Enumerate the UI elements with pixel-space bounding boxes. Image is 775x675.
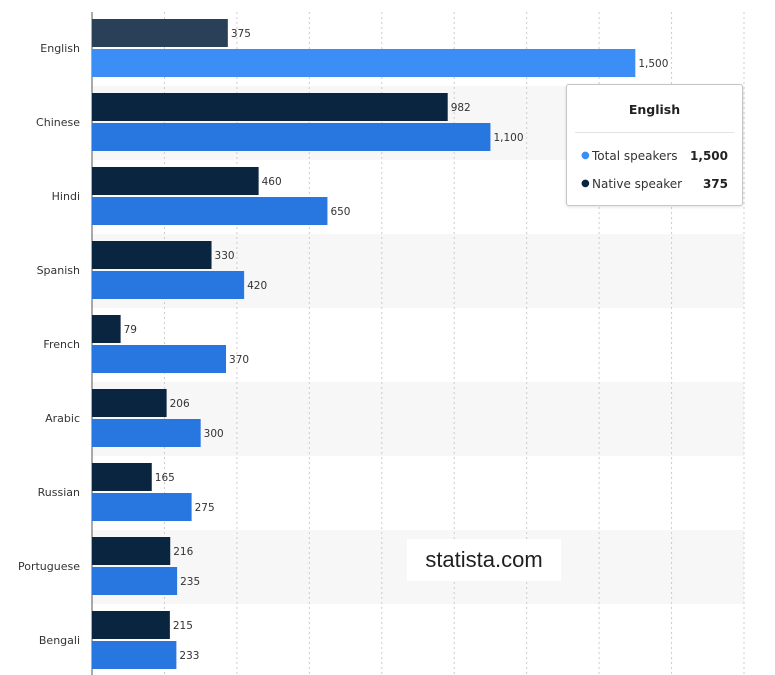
bar-native-speaker[interactable] (92, 315, 121, 343)
bars (92, 19, 636, 669)
data-label: 1,100 (493, 132, 523, 144)
data-label: 1,500 (638, 58, 668, 70)
bar-total-speakers[interactable] (92, 419, 201, 447)
tooltip-row-total: ● Total speakers 1,500 (581, 149, 728, 165)
data-label: 165 (155, 472, 175, 484)
tooltip-row-value: 375 (702, 177, 728, 191)
bullet-dot-icon: ● (581, 178, 590, 189)
category-label: Arabic (45, 412, 80, 425)
bar-total-speakers[interactable] (92, 271, 245, 299)
tooltip-row-name: Native speaker (592, 177, 683, 191)
category-label: French (43, 338, 80, 351)
data-label: 216 (173, 546, 193, 558)
data-label: 460 (262, 176, 282, 188)
bar-native-speaker[interactable] (92, 241, 212, 269)
data-label: 420 (247, 280, 267, 292)
chart-tooltip: English ● Total speakers 1,500 ● Native … (566, 84, 743, 206)
bar-native-speaker[interactable] (92, 19, 228, 47)
data-label: 235 (180, 576, 200, 588)
data-label: 370 (229, 354, 249, 366)
data-label: 206 (170, 398, 190, 410)
tooltip-divider (575, 132, 734, 133)
bar-total-speakers[interactable] (92, 567, 178, 595)
bar-total-speakers[interactable] (92, 493, 192, 521)
category-band (92, 382, 744, 456)
bar-total-speakers[interactable] (92, 345, 227, 373)
statista-watermark: statista.com (407, 539, 561, 581)
tooltip-row-value: 1,500 (690, 149, 728, 163)
tooltip-row-native: ● Native speaker 375 (581, 177, 728, 193)
data-label: 233 (179, 650, 199, 662)
bar-native-speaker[interactable] (92, 537, 171, 565)
bullet-dot-icon: ● (581, 150, 590, 161)
bar-native-speaker[interactable] (92, 389, 167, 417)
labels: English 375 1,500 Chinese 982 1,100 Hindi 460 65… (18, 28, 668, 662)
category-label: Hindi (52, 190, 80, 203)
data-label: 275 (195, 502, 215, 514)
bar-native-speaker[interactable] (92, 167, 259, 195)
category-label: Portuguese (18, 560, 80, 573)
tooltip-title: English (628, 102, 681, 117)
data-label: 375 (231, 28, 251, 40)
category-label: English (40, 42, 80, 55)
category-label: Russian (38, 486, 80, 499)
data-label: 300 (204, 428, 224, 440)
data-label: 982 (451, 102, 471, 114)
category-label: Spanish (37, 264, 80, 277)
bar-total-speakers[interactable] (92, 49, 636, 77)
tooltip-row-name: Total speakers (592, 149, 678, 163)
data-label: 215 (173, 620, 193, 632)
bar-native-speaker[interactable] (92, 93, 448, 121)
bar-total-speakers[interactable] (92, 197, 328, 225)
data-label: 79 (124, 324, 137, 336)
bar-total-speakers[interactable] (92, 123, 491, 151)
category-label: Bengali (39, 634, 80, 647)
category-label: Chinese (36, 116, 80, 129)
data-label: 650 (330, 206, 350, 218)
bar-native-speaker[interactable] (92, 463, 152, 491)
bar-native-speaker[interactable] (92, 611, 170, 639)
bar-total-speakers[interactable] (92, 641, 177, 669)
data-label: 330 (215, 250, 235, 262)
